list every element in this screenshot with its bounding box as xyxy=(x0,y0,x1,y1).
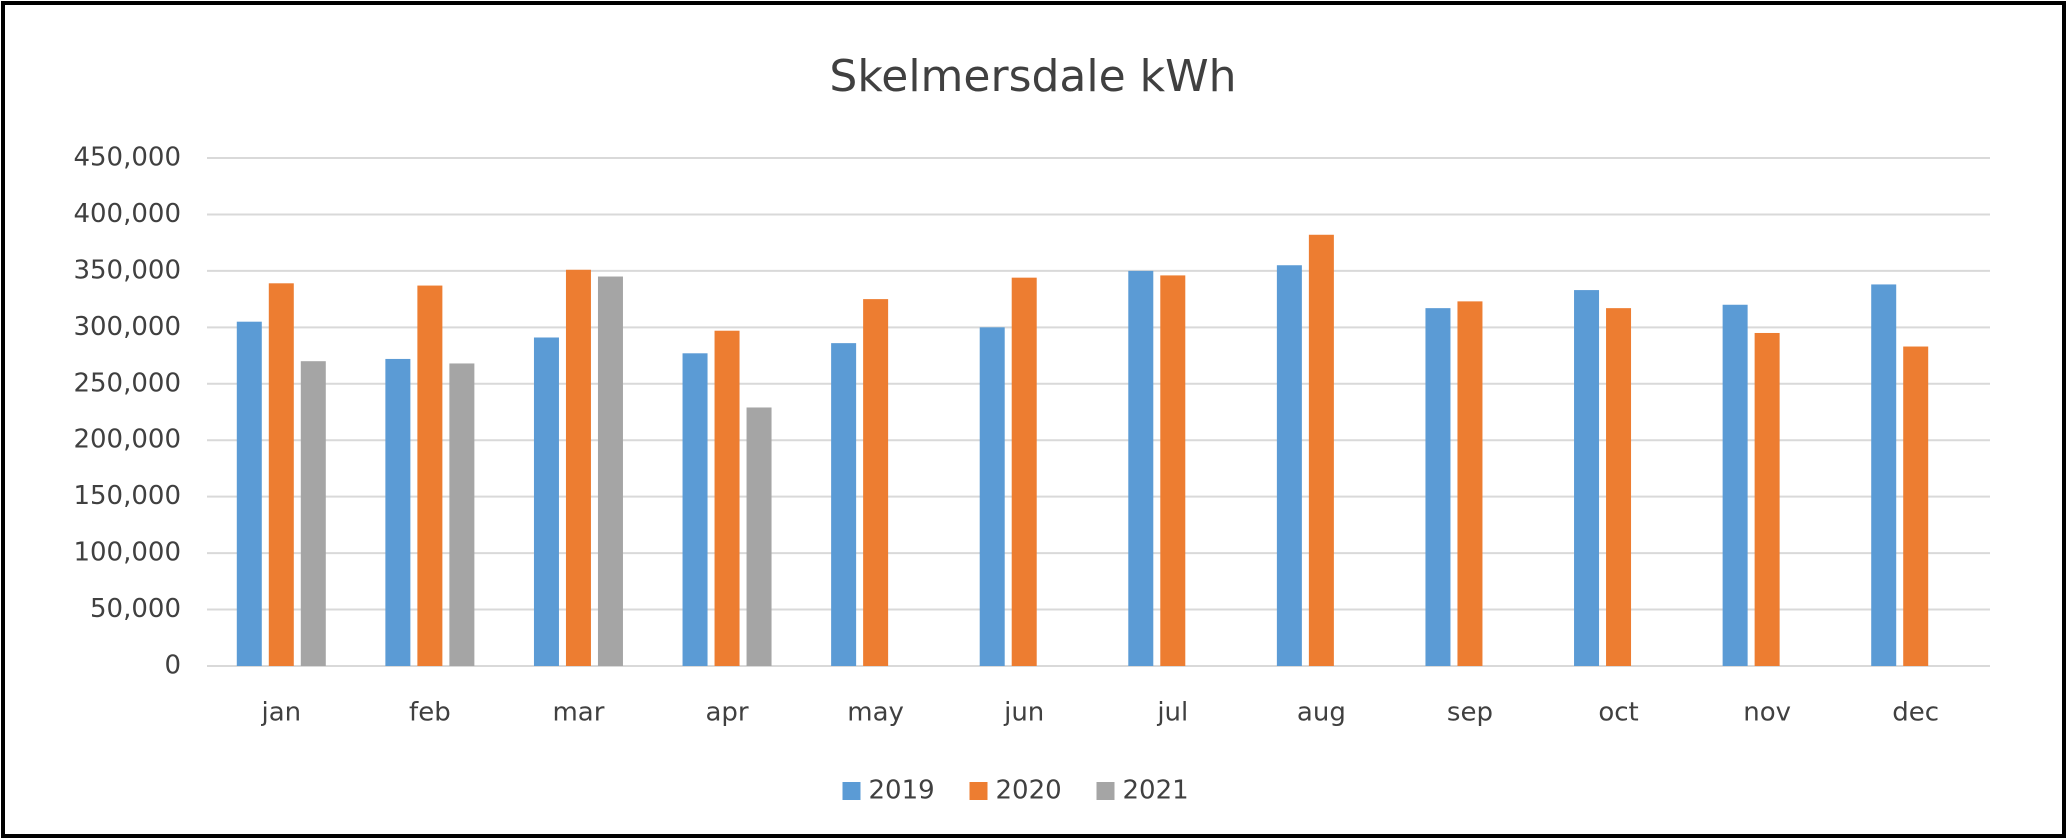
x-tick-label: dec xyxy=(1892,698,1939,728)
bar xyxy=(1308,234,1334,666)
x-tick-label: apr xyxy=(705,698,748,728)
x-tick-label: oct xyxy=(1598,698,1638,728)
x-tick-label: nov xyxy=(1743,698,1791,728)
y-tick-label: 50,000 xyxy=(90,594,181,624)
x-tick-label: may xyxy=(847,698,904,728)
bar xyxy=(831,343,857,666)
bar xyxy=(682,353,708,666)
bar xyxy=(1871,284,1897,666)
bar xyxy=(714,330,740,666)
bar xyxy=(300,361,326,666)
bar xyxy=(385,358,411,666)
y-tick-label: 350,000 xyxy=(73,255,181,285)
x-tick-label: mar xyxy=(552,698,604,728)
y-tick-label: 400,000 xyxy=(73,199,181,229)
y-tick-label: 200,000 xyxy=(73,425,181,455)
y-tick-label: 250,000 xyxy=(73,368,181,398)
bar xyxy=(449,363,475,666)
legend-swatch xyxy=(1096,782,1115,800)
bar xyxy=(236,321,262,666)
bar xyxy=(1011,277,1037,666)
bar xyxy=(565,269,591,666)
legend-swatch xyxy=(969,782,988,800)
y-tick-label: 150,000 xyxy=(73,481,181,511)
bar xyxy=(979,327,1005,666)
legend-label: 2019 xyxy=(869,776,935,806)
bar xyxy=(1574,290,1600,666)
x-tick-label: aug xyxy=(1297,698,1346,728)
bar xyxy=(1722,304,1748,666)
bar xyxy=(1160,275,1186,666)
y-tick-label: 300,000 xyxy=(73,312,181,342)
bar xyxy=(1457,301,1483,666)
y-tick-label: 450,000 xyxy=(73,143,181,173)
x-tick-label: sep xyxy=(1447,698,1493,728)
chart-title: Skelmersdale kWh xyxy=(829,51,1236,102)
y-tick-label: 100,000 xyxy=(73,538,181,568)
bar xyxy=(1276,265,1302,666)
bar xyxy=(1754,332,1780,666)
x-tick-label: feb xyxy=(409,698,451,728)
x-tick-label: jan xyxy=(260,698,301,728)
x-tick-label: jul xyxy=(1156,698,1188,728)
bar xyxy=(1128,270,1154,666)
legend-swatch xyxy=(842,782,861,800)
bar xyxy=(268,283,294,666)
bar xyxy=(1903,346,1929,666)
legend-label: 2020 xyxy=(996,776,1062,806)
y-tick-label: 0 xyxy=(164,651,181,681)
bar xyxy=(597,276,623,666)
bar xyxy=(417,285,443,666)
legend-label: 2021 xyxy=(1123,776,1189,806)
bar xyxy=(746,407,772,666)
bar xyxy=(533,337,559,666)
bar xyxy=(1425,308,1451,666)
bar xyxy=(863,299,889,666)
bar xyxy=(1606,308,1632,666)
x-tick-label: jun xyxy=(1003,698,1044,728)
